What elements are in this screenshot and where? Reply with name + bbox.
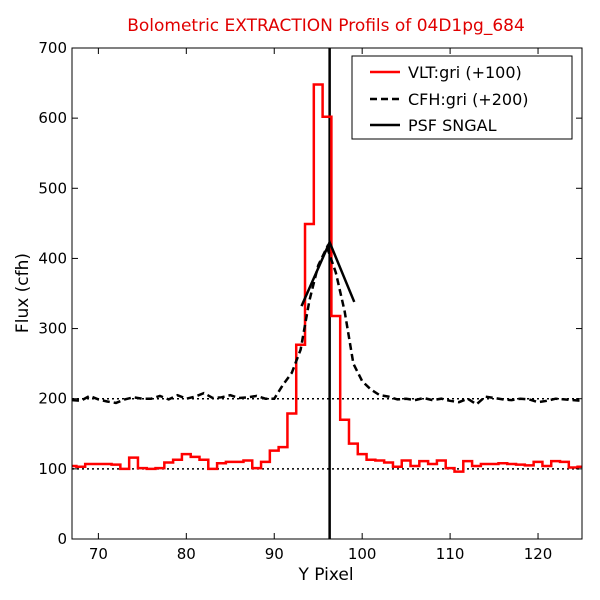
y-axis-title: Flux (cfh): [13, 253, 33, 333]
x-tick-label: 80: [177, 545, 196, 563]
x-tick-label: 70: [89, 545, 108, 563]
axis-ticks: 70 80 90 100 110 120 0 100 200 300 400 500 600 700: [38, 39, 582, 563]
x-tick-label: 110: [436, 545, 465, 563]
series-line-1: [72, 243, 582, 406]
chart-title: Bolometric EXTRACTION Profils of 04D1pg_…: [127, 16, 525, 36]
x-tick-label: 100: [348, 545, 377, 563]
series-line-2: [300, 239, 356, 307]
y-tick-label: 500: [38, 179, 67, 197]
x-tick-label: 120: [524, 545, 553, 563]
x-tick-label: 90: [265, 545, 284, 563]
y-tick-label: 700: [38, 39, 67, 57]
y-tick-label: 0: [57, 530, 67, 548]
series-line-0: [72, 83, 582, 473]
legend-label-psf: PSF SNGAL: [408, 116, 497, 135]
legend: VLT:gri (+100) CFH:gri (+200) PSF SNGAL: [351, 55, 573, 140]
y-tick-label: 600: [38, 109, 67, 127]
x-axis-title: Y Pixel: [297, 565, 353, 585]
plot-area: 70 80 90 100 110 120 0 100 200 300 400 500 600 700: [38, 39, 583, 563]
y-tick-label: 400: [38, 249, 67, 267]
legend-label-cfh: CFH:gri (+200): [408, 90, 529, 109]
y-tick-label: 100: [38, 460, 67, 478]
y-tick-label: 300: [38, 320, 67, 338]
y-tick-label: 200: [38, 390, 67, 408]
series-layer: [72, 83, 582, 473]
axes-frame: [71, 47, 583, 540]
legend-label-vlt: VLT:gri (+100): [408, 63, 522, 82]
